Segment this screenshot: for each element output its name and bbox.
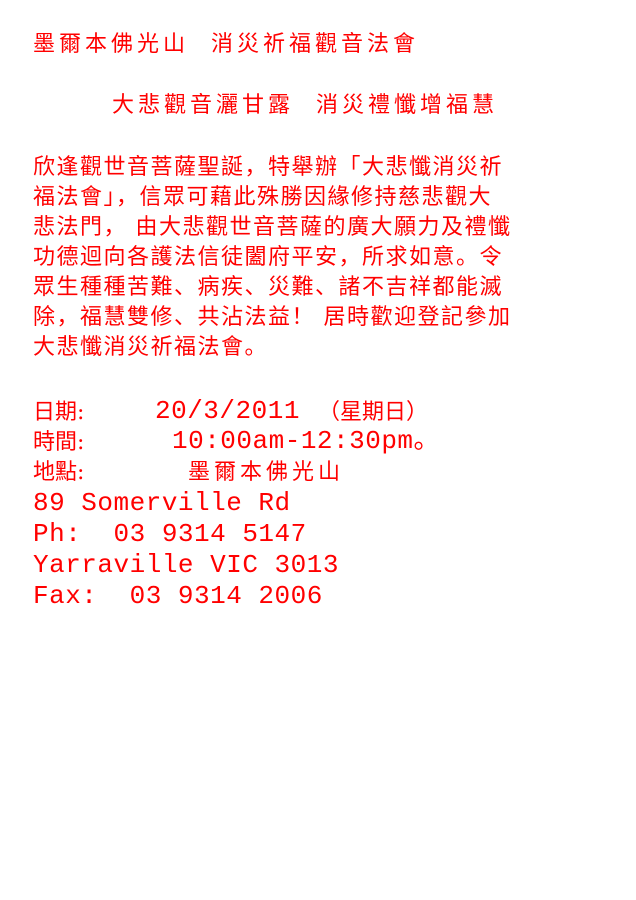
date-label: 日期:: [33, 400, 85, 425]
time-value: 10:00am-12:30pm。: [172, 426, 441, 456]
date-value: 20/3/2011: [155, 396, 300, 426]
time-label: 時間:: [33, 430, 85, 455]
paragraph-line-4: 功德迴向各護法信徒闔府平安，所求如意。令: [33, 245, 504, 270]
place-label: 地點:: [33, 460, 85, 485]
paragraph-line-7: 大悲懺消災祈福法會。: [33, 335, 269, 360]
paragraph-line-2: 福法會」，信眾可藉此殊勝因緣修持慈悲觀大: [33, 185, 493, 210]
fax-number: Fax: 03 9314 2006: [33, 581, 323, 611]
paragraph-line-1: 欣逢觀世音菩薩聖誕，特舉辦「大悲懺消災祈: [33, 155, 504, 180]
address-line-1: 89 Somerville Rd: [33, 488, 291, 518]
phone-number: Ph: 03 9314 5147: [33, 519, 307, 549]
address-line-2: Yarraville VIC 3013: [33, 550, 339, 580]
place-value: 墨爾本佛光山: [188, 460, 345, 485]
document-title: 墨爾本佛光山 消災祈福觀音法會: [33, 32, 419, 57]
document-subtitle: 大悲觀音灑甘露 消災禮懺增福慧: [112, 93, 498, 118]
paragraph-line-5: 眾生種種苦難、病疾、災難、諸不吉祥都能滅: [33, 275, 504, 300]
paragraph-line-6: 除，福慧雙修、共沾法益！ 居時歡迎登記參加: [33, 305, 512, 330]
date-weekday: （星期日）: [318, 400, 429, 425]
paragraph-line-3: 悲法門， 由大悲觀世音菩薩的廣大願力及禮懺: [33, 215, 512, 240]
